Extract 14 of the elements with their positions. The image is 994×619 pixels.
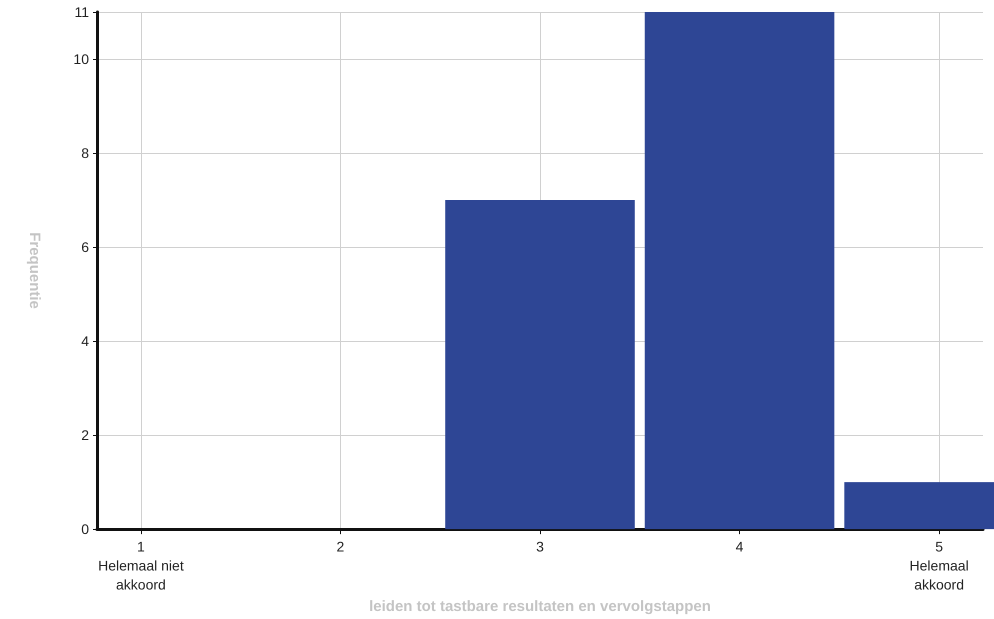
y-tick-label: 4 xyxy=(81,333,90,350)
y-tick-label: 6 xyxy=(81,239,90,256)
x-tick-label: 1 Helemaal niet akkoord xyxy=(98,538,184,593)
y-tick-label: 0 xyxy=(81,521,90,538)
y-axis-title: Frequentie xyxy=(26,232,43,309)
x-tick-label: 5 Helemaal akkoord xyxy=(910,538,969,593)
x-tick-label: 2 xyxy=(336,538,345,555)
y-tick-label: 2 xyxy=(81,427,90,444)
x-axis-title: leiden tot tastbare resultaten en vervolgstappen xyxy=(369,598,711,615)
x-tick-label: 4 xyxy=(736,538,744,555)
x-tick-label: 3 xyxy=(536,538,544,555)
y-tick-label: 11 xyxy=(74,4,90,20)
y-tick-label: 8 xyxy=(81,145,90,162)
y-tick-label: 10 xyxy=(73,51,90,68)
